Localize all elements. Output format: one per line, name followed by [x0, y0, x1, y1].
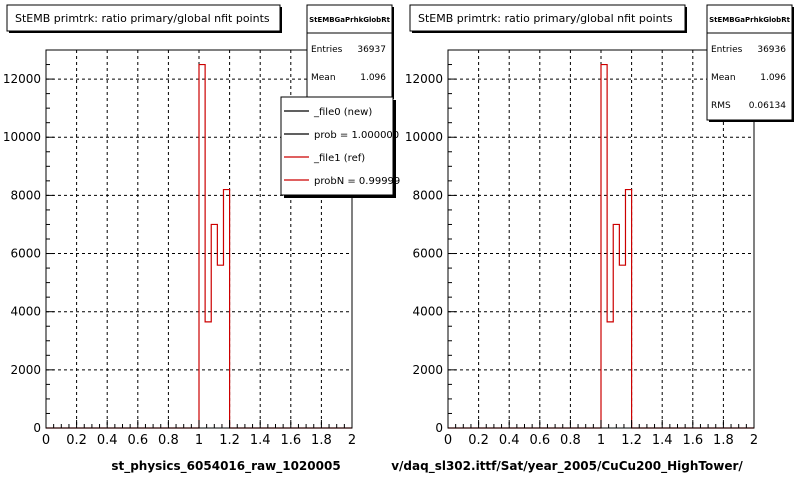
stats-value: 1.096	[760, 73, 786, 83]
x-tick-label: 1.6	[682, 433, 703, 448]
x-tick-label: 1.8	[713, 433, 734, 448]
stats-value: 1.096	[360, 73, 386, 83]
y-tick-label: 8000	[412, 188, 443, 202]
stats-box	[706, 4, 793, 121]
legend-box	[280, 96, 394, 196]
legend-entry: _file1 (ref)	[313, 153, 365, 164]
y-tick-label: 0	[33, 421, 41, 435]
x-axis-title: st_physics_6054016_raw_1020005	[111, 459, 340, 474]
x-tick-label: 0	[42, 433, 50, 448]
title-box	[6, 4, 281, 32]
y-tick-label: 6000	[412, 247, 443, 261]
stats-box	[306, 4, 393, 98]
y-tick-label: 8000	[10, 188, 41, 202]
stats-name: StEMBGaPrhkGlobRt	[309, 16, 391, 24]
y-tick-label: 10000	[3, 130, 41, 144]
x-axis-title: v/daq_sl302.ittf/Sat/year_2005/CuCu200_H…	[391, 459, 743, 474]
y-tick-label: 0	[435, 421, 443, 435]
stats-label: RMS	[711, 101, 731, 111]
y-tick-label: 12000	[3, 72, 41, 86]
chart-title: StEMB primtrk: ratio primary/global nfit…	[15, 12, 270, 25]
y-tick-label: 4000	[10, 305, 41, 319]
x-tick-label: 0	[444, 433, 452, 448]
y-tick-label: 6000	[10, 247, 41, 261]
y-tick-label: 10000	[405, 130, 443, 144]
legend-entry: prob = 1.000000	[314, 130, 399, 141]
legend-entry: _file0 (new)	[313, 107, 372, 118]
stats-label: Mean	[311, 73, 336, 83]
x-tick-label: 1	[195, 433, 203, 448]
stats-label: Mean	[711, 73, 736, 83]
x-tick-label: 0.2	[66, 433, 87, 448]
chart-title: StEMB primtrk: ratio primary/global nfit…	[418, 12, 673, 25]
x-tick-label: 1.2	[621, 433, 642, 448]
stats-value: 0.06134	[749, 101, 786, 111]
x-tick-label: 0.6	[529, 433, 550, 448]
y-tick-label: 2000	[10, 363, 41, 377]
x-tick-label: 0.8	[560, 433, 581, 448]
legend-entry: probN = 0.99999	[314, 176, 400, 187]
x-tick-label: 0.4	[499, 433, 520, 448]
chart-pad-2: 0 0.2 0.4 0.6 0.8 1 1.2 1.4 1.6 1.8 2 0 2000 4000 6000…	[391, 4, 794, 474]
x-tick-label: 1.2	[219, 433, 240, 448]
stats-label: Entries	[711, 45, 743, 55]
histogram-line-1	[46, 63, 352, 429]
stats-value: 36937	[357, 45, 386, 55]
title-box	[409, 4, 686, 32]
stats-name: StEMBGaPrhkGlobRt	[709, 16, 791, 24]
stats-label: Entries	[311, 45, 343, 55]
y-tick-label: 12000	[405, 72, 443, 86]
y-tick-label: 2000	[412, 363, 443, 377]
x-tick-label: 2	[750, 433, 758, 448]
x-tick-label: 1.6	[280, 433, 301, 448]
x-tick-label: 1.4	[250, 433, 271, 448]
x-tick-label: 0.4	[97, 433, 118, 448]
histogram-line-1	[448, 63, 754, 429]
chart-pad-1: 0 0.2 0.4 0.6 0.8 1 1.2 1.4 1.6 1.8 2 0 2000 4000 6000…	[3, 4, 400, 474]
y-tick-label: 4000	[412, 305, 443, 319]
x-tick-label: 1	[597, 433, 605, 448]
x-tick-label: 2	[348, 433, 356, 448]
x-tick-label: 1.4	[652, 433, 673, 448]
x-tick-label: 0.2	[468, 433, 489, 448]
stats-value: 36936	[757, 45, 786, 55]
x-tick-label: 1.8	[311, 433, 332, 448]
x-tick-label: 0.6	[127, 433, 148, 448]
x-tick-label: 0.8	[158, 433, 179, 448]
